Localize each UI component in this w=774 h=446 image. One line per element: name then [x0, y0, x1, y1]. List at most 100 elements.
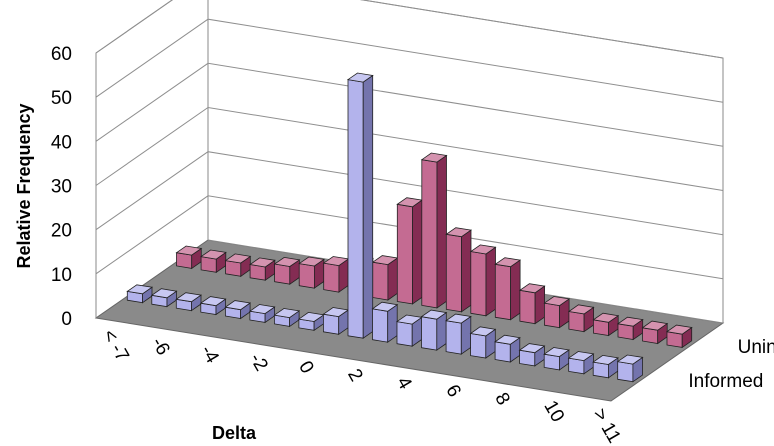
bar-face-top	[371, 301, 399, 312]
bar-uninformed-5	[298, 256, 325, 289]
bar-informed-14	[469, 326, 497, 359]
bar-face-top	[200, 249, 227, 260]
bar-informed-4	[224, 300, 252, 320]
bar-face-top	[224, 300, 252, 311]
y-tick-label: 50	[51, 88, 72, 109]
bar-face-front	[396, 321, 413, 347]
bar-face-top	[592, 312, 620, 323]
bar-uninformed-20	[665, 324, 693, 349]
bar-informed-1	[150, 288, 178, 308]
bar-face-top	[249, 257, 276, 268]
bar-face-top	[346, 72, 374, 83]
series-label-informed: Informed	[688, 371, 763, 392]
bar-face-top	[150, 288, 178, 299]
y-tick-label: 20	[51, 221, 72, 242]
gridline	[95, 18, 724, 103]
bar-face-front	[347, 79, 364, 339]
bar-uninformed-10	[420, 152, 448, 309]
bar-informed-9	[346, 72, 374, 339]
bar-face-front	[372, 308, 389, 343]
bar-informed-19	[592, 354, 619, 379]
gridline	[95, 106, 724, 191]
bar-uninformed-16	[567, 304, 595, 333]
bar-face-front	[544, 302, 560, 329]
bar-uninformed-0	[175, 245, 203, 270]
x-tick-label: -2	[245, 350, 272, 375]
bar-face-side	[461, 229, 472, 313]
bar-face-front	[421, 159, 438, 309]
x-tick-label: -4	[196, 342, 223, 368]
series-label-uninformed: Uninformed	[738, 337, 774, 358]
bar-uninformed-8	[371, 255, 399, 301]
x-tick-label: > 11	[588, 405, 624, 446]
bar-uninformed-11	[445, 227, 473, 313]
bar-face-front	[323, 262, 340, 293]
gridline	[95, 0, 724, 59]
bar-informed-6	[273, 308, 301, 328]
bar-uninformed-12	[469, 244, 497, 317]
bar-face-front	[396, 203, 413, 305]
x-tick-label: 2	[343, 366, 366, 386]
bar-face-top	[224, 253, 252, 264]
bar-informed-7	[297, 311, 325, 332]
bar-informed-3	[199, 296, 227, 316]
gridline	[95, 195, 724, 280]
bar-face-top	[641, 320, 669, 331]
y-tick-label: 30	[51, 177, 72, 198]
bar-face-top	[248, 304, 276, 315]
bar-informed-13	[445, 313, 472, 355]
bar-uninformed-13	[494, 257, 522, 321]
bar-uninformed-18	[616, 316, 644, 341]
bar-informed-20	[616, 354, 644, 383]
bar-uninformed-15	[543, 296, 571, 329]
bar-face-top	[543, 296, 571, 307]
y-axis-ticks: 0 10 20 30 40 50 60	[51, 44, 72, 330]
bar-uninformed-17	[592, 312, 620, 337]
bar-face-top	[616, 354, 644, 365]
bar-face-top	[567, 304, 595, 315]
bar-face-top	[567, 351, 595, 362]
bar-face-top	[665, 324, 693, 335]
y-tick-label: 10	[51, 265, 72, 286]
bar-face-top	[420, 152, 448, 163]
x-tick-label: 0	[294, 358, 317, 378]
bar-face-side	[436, 154, 447, 309]
y-tick-label: 0	[61, 309, 72, 330]
bar-face-top	[616, 316, 644, 327]
x-tick-label: < -7	[98, 326, 133, 365]
bar-face-top	[126, 284, 154, 295]
bar-uninformed-14	[518, 283, 546, 325]
x-tick-label: -6	[147, 334, 174, 359]
bar-face-front	[494, 341, 511, 363]
bar-face-top	[175, 245, 203, 256]
chart-bars	[126, 72, 693, 383]
bar-uninformed-3	[249, 257, 276, 281]
bar-face-front	[298, 263, 315, 289]
bar-face-top	[298, 256, 325, 267]
bar-informed-11	[395, 314, 423, 347]
bar-informed-15	[494, 334, 521, 363]
bar-face-top	[543, 347, 570, 358]
bar-face-top	[469, 326, 497, 337]
bar-face-top	[494, 334, 521, 345]
x-tick-label: 4	[392, 373, 416, 393]
x-tick-label: 10	[539, 397, 568, 426]
chart-back-wall	[95, 0, 724, 324]
x-tick-label: 8	[490, 389, 513, 409]
bar-informed-0	[126, 284, 154, 304]
bar-face-front	[519, 289, 536, 325]
bar-uninformed-9	[396, 197, 424, 305]
bar-uninformed-19	[641, 320, 669, 345]
bar-face-side	[362, 74, 374, 339]
y-axis-title: Relative Frequency	[14, 103, 34, 268]
bar-face-front	[322, 313, 340, 335]
bar-face-top	[175, 292, 203, 303]
bar-informed-17	[543, 347, 570, 371]
bar-uninformed-6	[322, 256, 350, 293]
bar-face-top	[273, 308, 301, 319]
bar-uninformed-4	[273, 256, 301, 285]
bar-uninformed-2	[224, 253, 252, 278]
bar-face-top	[469, 244, 497, 255]
gridline	[95, 151, 724, 236]
